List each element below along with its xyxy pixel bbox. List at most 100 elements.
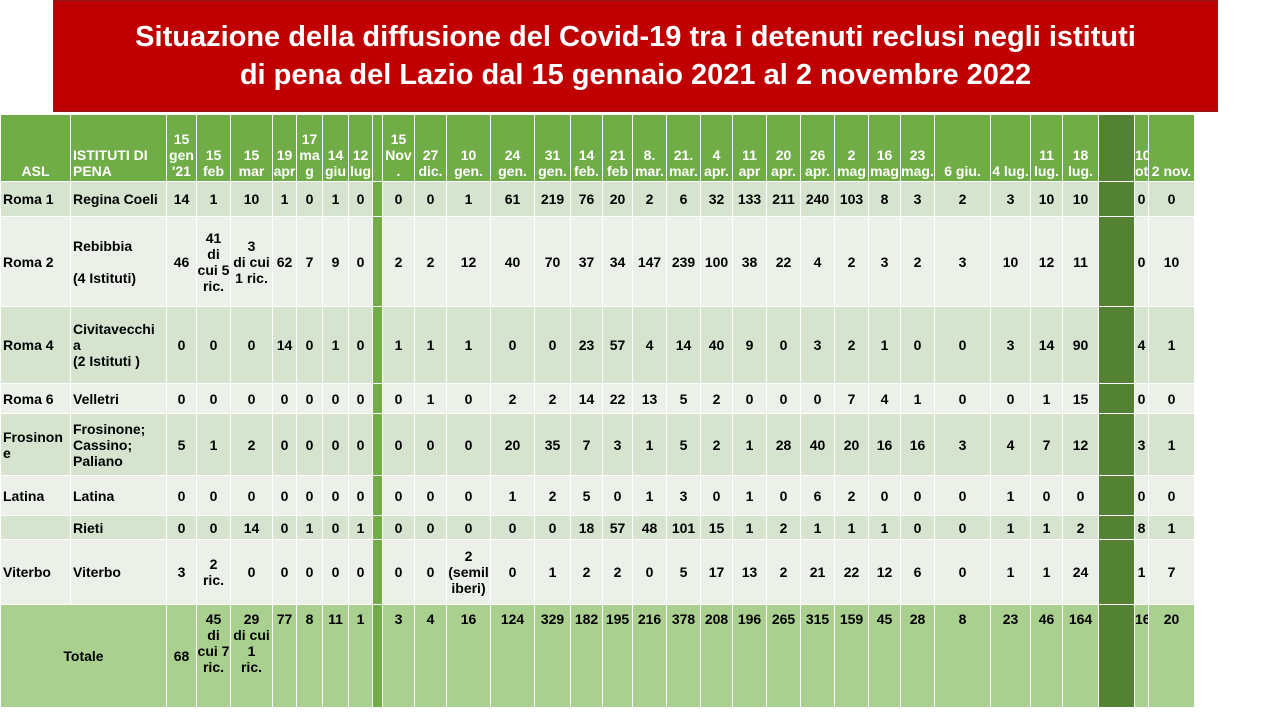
slide-title: Situazione della diffusione del Covid-19… xyxy=(53,0,1218,112)
value-cell: 1 xyxy=(868,306,901,384)
value-cell: 13 xyxy=(632,383,667,414)
total-value: 8 xyxy=(934,604,991,708)
istituto-cell: Rebibbia (4 Istituti) xyxy=(70,216,167,307)
value-cell: 90 xyxy=(1062,306,1099,384)
total-value: 68 xyxy=(166,604,197,708)
value-cell: 7 xyxy=(1030,413,1063,476)
value-cell: 2 xyxy=(834,216,869,307)
value-cell: 41 di cui 5 ric. xyxy=(196,216,231,307)
value-cell: 239 xyxy=(666,216,701,307)
value-cell: 1 xyxy=(990,539,1031,605)
value-cell: 20 xyxy=(602,181,633,217)
header-date: 11 lug. xyxy=(1030,114,1063,182)
header-date: 19 apr xyxy=(272,114,297,182)
value-cell: 14 xyxy=(1030,306,1063,384)
value-cell: 46 xyxy=(166,216,197,307)
header-date: 18 lug. xyxy=(1062,114,1099,182)
value-cell: 0 xyxy=(382,413,415,476)
total-value: 3 xyxy=(382,604,415,708)
value-cell: 101 xyxy=(666,515,701,540)
value-cell: 0 xyxy=(348,475,373,516)
value-cell: 0 xyxy=(934,539,991,605)
title-line-1: Situazione della diffusione del Covid-19… xyxy=(135,21,1136,53)
total-value: 216 xyxy=(632,604,667,708)
value-cell: 4 xyxy=(800,216,835,307)
total-value: 196 xyxy=(732,604,767,708)
total-value: 23 xyxy=(990,604,1031,708)
value-cell: 0 xyxy=(296,383,323,414)
value-cell: 0 xyxy=(632,539,667,605)
separator-column xyxy=(372,604,383,708)
total-value: 4 xyxy=(414,604,447,708)
value-cell: 6 xyxy=(800,475,835,516)
asl-cell: Frosinon e xyxy=(0,413,71,476)
value-cell: 2 xyxy=(834,475,869,516)
value-cell: 5 xyxy=(166,413,197,476)
istituto-cell: Frosinone; Cassino; Paliano xyxy=(70,413,167,476)
value-cell: 4 xyxy=(1134,306,1149,384)
value-cell: 20 xyxy=(490,413,535,476)
value-cell: 8 xyxy=(868,181,901,217)
value-cell: 35 xyxy=(534,413,571,476)
value-cell: 2 xyxy=(1062,515,1099,540)
value-cell: 3 xyxy=(666,475,701,516)
value-cell: 1 xyxy=(196,413,231,476)
title-line-2: di pena del Lazio dal 15 gennaio 2021 al… xyxy=(239,59,1032,91)
value-cell: 12 xyxy=(868,539,901,605)
value-cell: 0 xyxy=(934,515,991,540)
value-cell: 0 xyxy=(230,306,273,384)
value-cell: 0 xyxy=(800,383,835,414)
value-cell: 5 xyxy=(570,475,603,516)
header-date: 2 mag xyxy=(834,114,869,182)
value-cell: 1 xyxy=(990,475,1031,516)
value-cell: 0 xyxy=(446,413,491,476)
separator-column xyxy=(372,475,383,516)
header-date: 15 Nov . xyxy=(382,114,415,182)
value-cell: 22 xyxy=(766,216,801,307)
total-label: Totale xyxy=(0,604,167,708)
istituto-cell: Civitavecchi a (2 Istituti ) xyxy=(70,306,167,384)
value-cell: 1 xyxy=(446,306,491,384)
value-cell: 0 xyxy=(230,539,273,605)
value-cell: 0 xyxy=(602,475,633,516)
header-date: 16 mag xyxy=(868,114,901,182)
value-cell: 0 xyxy=(868,475,901,516)
value-cell: 5 xyxy=(666,413,701,476)
table-row: Roma 6 Velletri 0 0 0 0 0 0 0 0 1 0 2 2 14 22 13 5 2 0 0 0 7 4 1… xyxy=(0,383,1223,414)
value-cell: 0 xyxy=(414,475,447,516)
value-cell: 0 xyxy=(1148,383,1195,414)
value-cell: 0 xyxy=(1134,181,1149,217)
value-cell: 1 xyxy=(732,413,767,476)
total-value: 315 xyxy=(800,604,835,708)
value-cell: 1 xyxy=(900,383,935,414)
value-cell: 0 xyxy=(166,383,197,414)
value-cell: 7 xyxy=(1148,539,1195,605)
value-cell: 0 xyxy=(1134,383,1149,414)
value-cell: 76 xyxy=(570,181,603,217)
header-date: 4 lug. xyxy=(990,114,1031,182)
value-cell: 1 xyxy=(1148,306,1195,384)
separator-column xyxy=(1098,306,1135,384)
value-cell: 0 xyxy=(934,475,991,516)
value-cell: 100 xyxy=(700,216,733,307)
value-cell: 15 xyxy=(1062,383,1099,414)
value-cell: 0 xyxy=(322,413,349,476)
value-cell: 1 xyxy=(196,181,231,217)
separator-column xyxy=(372,515,383,540)
value-cell: 14 xyxy=(272,306,297,384)
value-cell: 2 xyxy=(834,306,869,384)
value-cell: 1 xyxy=(534,539,571,605)
header-date: 31 gen. xyxy=(534,114,571,182)
value-cell: 7 xyxy=(834,383,869,414)
value-cell: 1 xyxy=(414,383,447,414)
asl-cell: Roma 4 xyxy=(0,306,71,384)
value-cell: 13 xyxy=(732,539,767,605)
value-cell: 0 xyxy=(272,515,297,540)
table-row: Rieti 0 0 14 0 1 0 1 0 0 0 0 0 18 57 48 101 15 1 2 1 1 1 0 0 1 1 2 8… xyxy=(0,515,1223,540)
value-cell: 2 xyxy=(534,475,571,516)
header-date: 23 mag. xyxy=(900,114,935,182)
total-value: 8 xyxy=(296,604,323,708)
asl-cell xyxy=(0,515,71,540)
header-date: 4 apr. xyxy=(700,114,733,182)
table-row: Roma 1 Regina Coeli 14 1 10 1 0 1 0 0 0 1 61 219 76 20 2… xyxy=(0,181,1223,217)
